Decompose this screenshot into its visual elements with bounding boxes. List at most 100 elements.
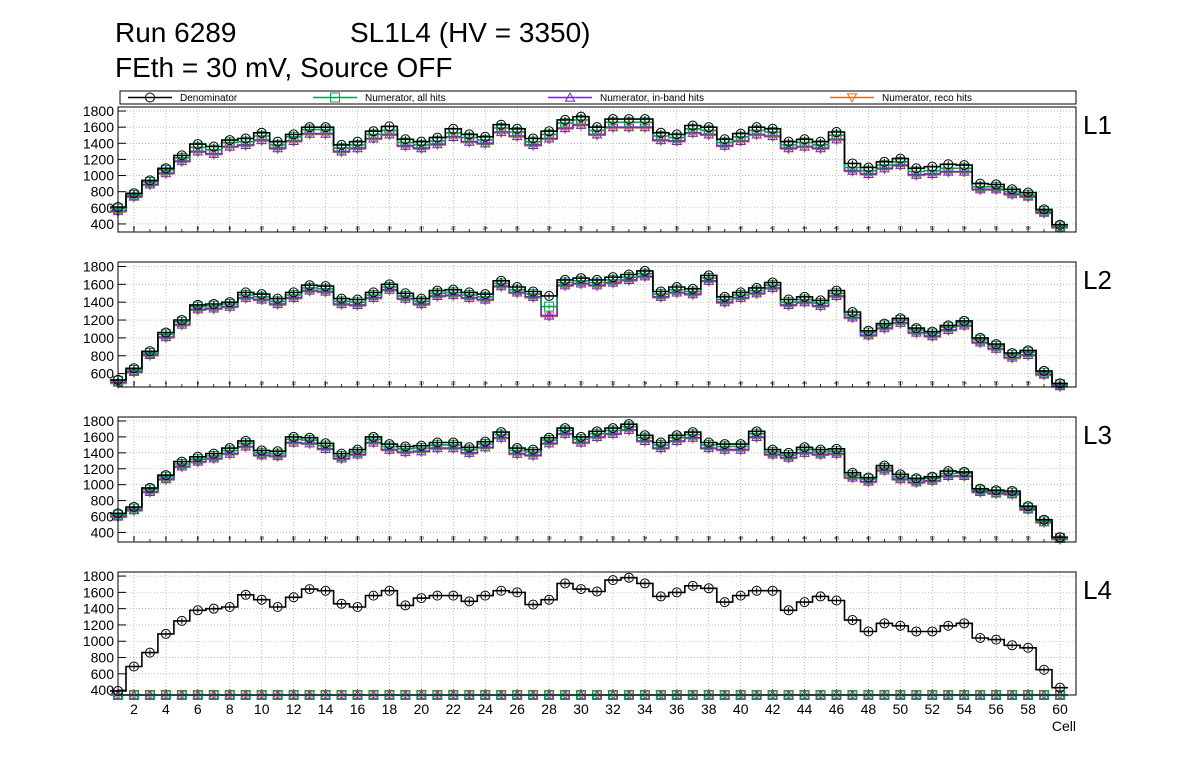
data-point xyxy=(496,585,507,596)
x-tick-label: 16 xyxy=(355,226,361,231)
x-tick-label: 56 xyxy=(988,701,1004,717)
data-point xyxy=(224,443,235,454)
data-point xyxy=(320,438,331,449)
data-point xyxy=(959,618,970,629)
x-tick-label: 12 xyxy=(286,701,302,717)
x-tick-label: 50 xyxy=(898,536,904,541)
data-point xyxy=(990,487,1002,498)
data-point xyxy=(767,277,778,288)
data-point xyxy=(272,298,284,309)
x-tick-label: 26 xyxy=(515,381,521,386)
data-point xyxy=(991,634,1002,645)
data-point xyxy=(975,632,986,643)
data-point xyxy=(719,296,731,307)
data-point xyxy=(687,432,699,442)
data-point xyxy=(1023,642,1034,653)
x-tick-label: 30 xyxy=(579,381,585,386)
x-tick-label: 24 xyxy=(483,381,489,386)
data-point xyxy=(512,587,523,598)
y-tick-label: 1600 xyxy=(83,584,114,600)
panel-title: L1 xyxy=(1083,110,1112,140)
data-point xyxy=(815,591,826,602)
data-point xyxy=(655,127,666,138)
data-point xyxy=(895,153,906,164)
data-point xyxy=(240,133,251,144)
data-point xyxy=(431,442,443,453)
panel-title: L4 xyxy=(1083,575,1112,605)
data-point xyxy=(511,448,523,458)
data-point xyxy=(384,279,395,290)
x-tick-label: 44 xyxy=(802,536,808,541)
data-point xyxy=(687,283,698,294)
x-tick-label: 46 xyxy=(834,536,840,541)
data-point xyxy=(1055,219,1066,230)
data-point xyxy=(543,132,555,143)
data-point xyxy=(975,332,986,343)
x-tick-label: 54 xyxy=(962,381,968,386)
x-tick-label: 16 xyxy=(350,701,366,717)
data-point xyxy=(607,423,618,434)
data-point xyxy=(272,602,283,613)
data-point xyxy=(863,472,874,483)
y-tick-label: 1200 xyxy=(83,312,114,328)
x-tick-label: 16 xyxy=(355,536,361,541)
data-point xyxy=(479,293,491,304)
data-point xyxy=(368,287,379,298)
x-tick-label: 36 xyxy=(674,226,680,231)
data-point xyxy=(240,292,252,302)
y-tick-label: 1600 xyxy=(83,429,114,445)
data-point xyxy=(719,439,730,450)
data-point xyxy=(799,134,810,145)
x-tick-label: 26 xyxy=(509,701,525,717)
data-point xyxy=(144,346,155,357)
x-tick-label: 28 xyxy=(547,381,553,386)
y-tick-label: 800 xyxy=(91,493,115,509)
x-tick-label: 42 xyxy=(765,701,781,717)
data-point xyxy=(160,163,171,174)
data-point xyxy=(368,292,379,302)
data-point xyxy=(463,447,475,457)
data-point xyxy=(719,444,731,454)
data-point xyxy=(384,121,395,132)
data-point xyxy=(958,470,970,481)
data-point xyxy=(975,178,986,189)
data-point xyxy=(895,469,906,480)
data-point xyxy=(560,274,571,285)
data-point xyxy=(464,596,475,607)
data-point xyxy=(687,120,698,131)
conditions-title: FEth = 30 mV, Source OFF xyxy=(115,52,452,83)
data-point xyxy=(974,486,986,496)
x-tick-label: 20 xyxy=(414,701,430,717)
data-point xyxy=(799,140,810,151)
legend-marker-4 xyxy=(846,93,858,104)
data-point xyxy=(942,165,954,176)
data-point xyxy=(304,437,315,448)
data-point xyxy=(144,482,155,493)
x-tick-label: 10 xyxy=(259,536,265,541)
data-point xyxy=(128,501,139,512)
x-tick-label: 38 xyxy=(706,226,712,231)
data-point xyxy=(751,282,762,293)
x-tick-label: 56 xyxy=(994,226,1000,231)
y-tick-label: 600 xyxy=(91,666,115,682)
data-point xyxy=(783,136,794,147)
x-tick-label: 4 xyxy=(165,226,168,231)
data-point xyxy=(400,140,411,150)
data-point xyxy=(240,435,251,446)
data-point xyxy=(400,288,411,299)
data-point xyxy=(671,129,682,140)
data-point xyxy=(144,647,155,658)
x-tick-label: 22 xyxy=(451,226,457,231)
y-tick-label: 400 xyxy=(91,216,115,232)
x-tick-label: 24 xyxy=(483,536,489,541)
data-point xyxy=(831,285,842,296)
data-point xyxy=(527,449,539,460)
data-point xyxy=(623,114,634,125)
data-point xyxy=(943,466,954,477)
data-point xyxy=(847,311,858,322)
data-point xyxy=(735,135,747,145)
data-point xyxy=(863,168,874,179)
data-point xyxy=(400,293,411,303)
data-point xyxy=(495,432,507,442)
